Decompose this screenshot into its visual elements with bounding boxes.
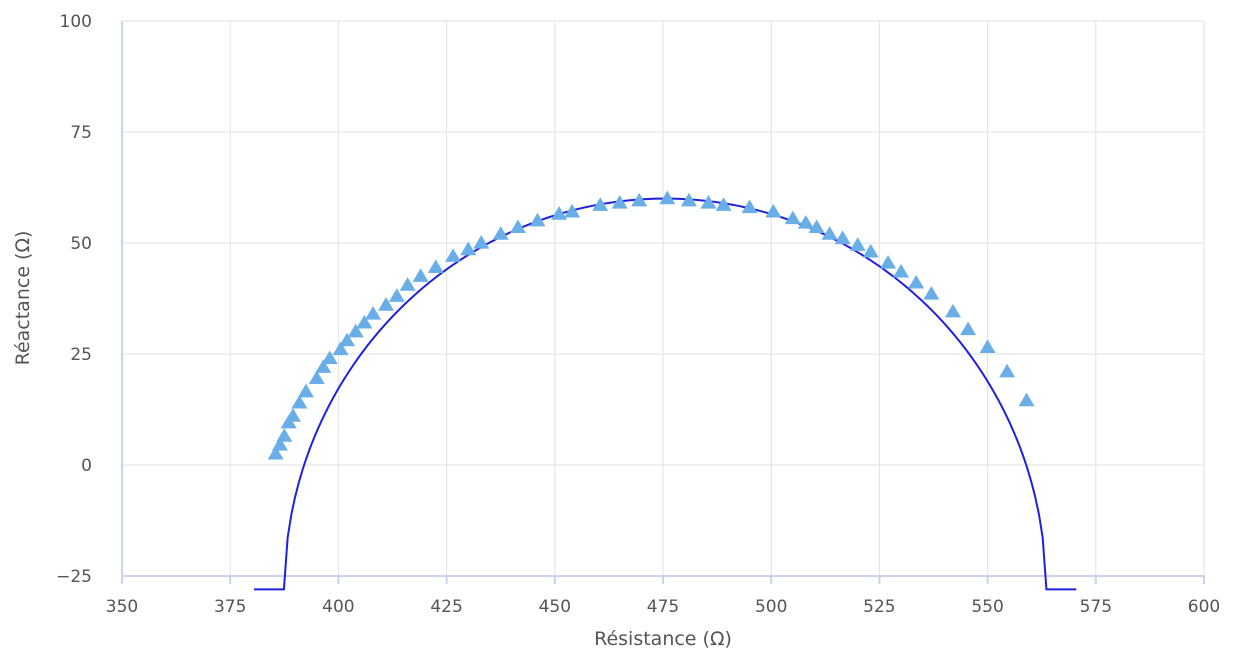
y-tick-label: 75 [70,123,92,143]
data-point-triangle [1018,392,1035,407]
data-point-triangle [808,219,825,234]
data-point-triangle [412,268,429,282]
data-point-triangle [291,394,308,409]
data-point-triangle [284,408,301,422]
x-tick-label: 550 [971,597,1003,617]
data-point-triangle [784,210,801,225]
data-point-triangle [473,235,490,249]
data-point-triangle [741,199,758,214]
data-point-triangle [659,190,676,205]
y-tick-label: 100 [60,12,92,32]
data-point-triangle [388,288,405,302]
x-tick-label: 450 [539,597,571,617]
data-point-triangle [680,192,697,207]
y-tick-label: −25 [56,567,92,587]
data-point-triangle [347,323,364,338]
data-point-triangle [321,350,338,365]
data-point-triangle [276,428,293,442]
data-point-triangle [510,219,527,234]
data-point-triangle [551,206,568,220]
data-point-triangle [849,237,866,251]
fitted-arc-line [254,197,1077,591]
data-point-triangle [834,230,851,245]
data-point-triangle [271,437,288,451]
x-axis-title: Résistance (Ω) [594,628,732,650]
x-tick-label: 425 [430,597,462,617]
y-tick-label: 0 [81,456,92,476]
x-tick-label: 500 [755,597,787,617]
data-point-triangle [308,370,325,385]
plot-area [254,190,1077,591]
data-point-triangle [765,203,782,218]
data-point-triangle [332,341,349,356]
data-point-triangle [297,383,314,398]
y-tick-label: 50 [70,234,92,254]
data-point-triangle [460,241,477,256]
data-point-triangle [821,226,838,240]
x-tick-label: 400 [322,597,354,617]
data-point-triangle [315,359,332,373]
data-point-triangle [564,203,581,218]
data-point-triangle [979,339,996,353]
x-tick-labels: 350 375 400 425 450 475 500 525 550 575 600 [106,597,1220,617]
y-tick-label: 25 [70,345,92,365]
data-point-triangle [267,445,284,460]
data-point-triangle [893,263,910,278]
data-point-triangle [862,243,879,258]
data-point-triangle [960,321,977,336]
data-point-triangle [611,195,628,209]
data-point-triangle [445,248,462,262]
data-point-triangle [365,306,382,320]
data-point-triangle [427,259,444,274]
data-point-triangle [880,254,897,269]
data-point-triangle [356,314,373,329]
x-tick-label: 350 [106,597,138,617]
x-tick-label: 575 [1080,597,1112,617]
data-point-triangle [492,226,509,240]
data-point-triangle [700,195,717,209]
x-tick-label: 525 [863,597,895,617]
data-point-triangle [923,286,940,300]
data-point-triangle [399,277,416,291]
data-point-triangle [715,197,732,211]
data-point-triangle [339,332,356,347]
data-point-triangle [378,297,395,311]
x-tick-label: 375 [214,597,246,617]
x-tick-label: 475 [647,597,679,617]
grid [122,20,1205,576]
data-point-triangle [944,303,961,318]
data-point-triangle [529,212,546,227]
axes [121,21,1205,584]
data-point-triangle [631,192,648,207]
data-point-triangle [797,215,814,229]
y-tick-labels: 100 75 50 25 0 −25 [56,12,92,587]
data-point-triangle [908,274,925,289]
y-axis-title: Réactance (Ω) [12,231,34,366]
data-point-triangle [999,363,1016,378]
x-tick-label: 600 [1188,597,1220,617]
data-point-triangle [592,197,609,211]
